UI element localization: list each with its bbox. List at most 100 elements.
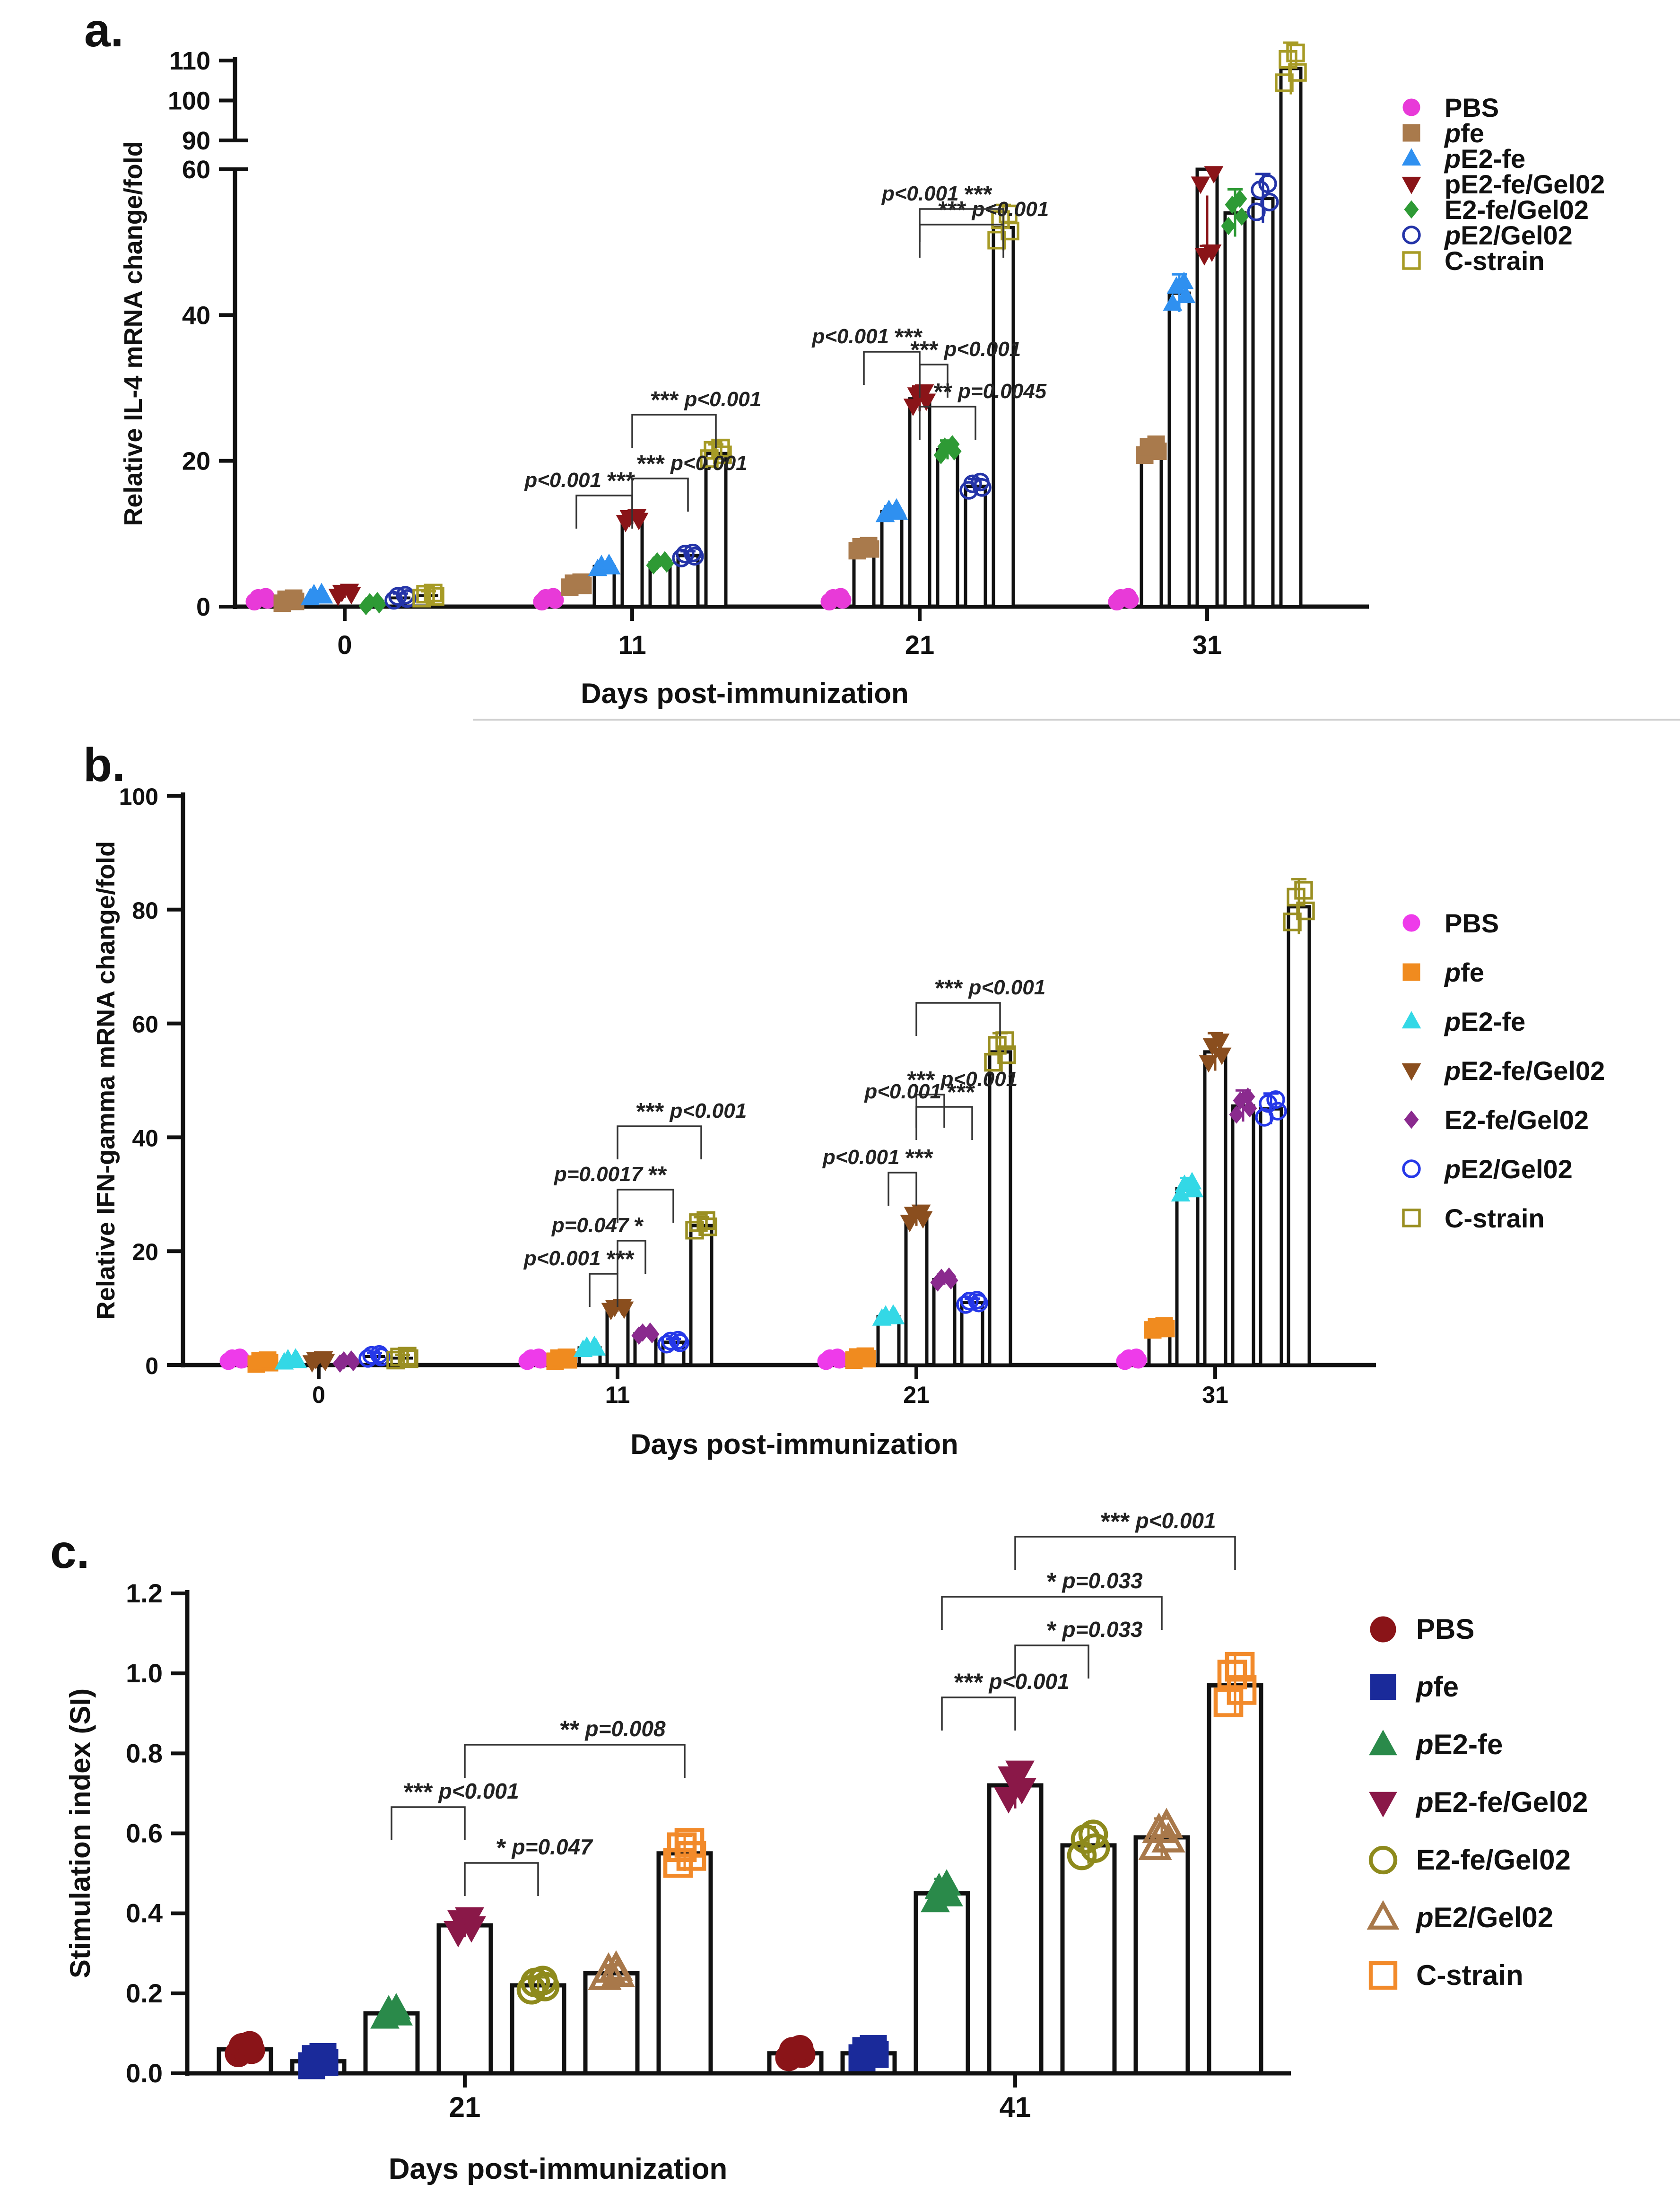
legend-label-text: fe (1461, 118, 1484, 148)
bar-c-strain-day-31 (1279, 67, 1303, 609)
point-pe2-fe-gel02-day-41-rep4 (1005, 1760, 1035, 1787)
point-e2-fe-gel02-day-31-rep2 (1242, 1099, 1257, 1118)
point-c-strain-day-31-rep1 (1283, 913, 1302, 931)
significance-stars-3: * (496, 1834, 506, 1862)
point-c-strain-day-31-rep4 (1294, 881, 1313, 900)
legend-label-text: E2-fe/Gel02 (1461, 1056, 1605, 1086)
y-tick-label: 60 (132, 1011, 158, 1038)
legend-label-pfe: pfe (1444, 957, 1484, 987)
bar-c-strain-day-11 (704, 452, 728, 609)
bar-e2-fe-gel02-day-41 (1060, 1843, 1117, 2076)
y-tick-label: 1.0 (126, 1658, 163, 1688)
point-c-strain-day-11-rep2 (698, 1217, 717, 1236)
point-pe2-fe-day-31-rep4 (1174, 271, 1194, 289)
point-pe2-gel02-day-11-rep3 (676, 545, 695, 564)
point-pbs-day-31-rep4 (1119, 588, 1137, 606)
legend-label-c-strain: C-strain (1416, 1959, 1523, 1991)
point-c-strain-day-11-rep4 (711, 438, 730, 458)
legend-marker-e2-fe-gel02 (1368, 1845, 1398, 1875)
point-pe2-fe-gel02-day-41-rep1 (994, 1787, 1023, 1814)
significance-bracket-1 (617, 1125, 702, 1159)
legend-marker-c-strain (1368, 1961, 1398, 1990)
significance-stars-1: *** (651, 386, 679, 413)
significance-bracket-7 (915, 1106, 973, 1140)
point-pe2-gel02-day-21-rep2 (969, 1294, 988, 1313)
legend-label-text: pE2-fe/Gel02 (1445, 169, 1605, 199)
y-tick-label: 0.0 (126, 2058, 163, 2088)
point-pe2-gel02-day-21-rep4 (971, 472, 990, 492)
point-pbs-day-21-rep4 (236, 2031, 263, 2058)
legend-label-prefix: p (1444, 1007, 1461, 1036)
legend-label-pe2-fe: pE2-fe (1444, 144, 1525, 174)
point-e2-fe-gel02-day-0-rep4 (370, 591, 385, 610)
y-tick-label: 80 (132, 897, 158, 924)
legend-label-text: PBS (1445, 908, 1499, 938)
point-pe2-fe-day-41-rep4 (932, 1869, 961, 1896)
point-pbs-day-0-rep4 (257, 588, 275, 606)
legend-label-prefix: p (1444, 118, 1461, 148)
point-pe2-fe-gel02-day-0-rep4 (313, 1351, 333, 1369)
significance-stars-6: * (1047, 1617, 1057, 1644)
significance-p-value-3: p=0.047 (511, 1835, 593, 1859)
legend-label-pbs: PBS (1416, 1613, 1474, 1645)
point-pe2-fe-gel02-day-31-rep1 (1191, 176, 1210, 194)
bar-e2-fe-gel02-day-31 (1231, 1104, 1255, 1367)
significance-bracket-4 (919, 224, 1004, 258)
significance-p-value-1: p<0.001 (670, 1099, 747, 1122)
point-c-strain-day-0-rep4 (398, 1347, 417, 1366)
point-pbs-day-0-rep4 (231, 1348, 249, 1366)
point-pbs-day-31-rep4 (1127, 1348, 1145, 1366)
point-pe2-gel02-day-0-rep3 (362, 1346, 381, 1365)
legend-label-prefix: p (1444, 957, 1461, 987)
legend-marker-pe2-gel02 (1402, 226, 1421, 244)
legend-marker-pe2-fe-gel02 (1401, 1063, 1421, 1081)
panel-divider (473, 719, 1680, 721)
point-pe2-fe-gel02-day-31-rep4 (1202, 244, 1222, 262)
point-pe2-gel02-day-21-rep1 (956, 1295, 975, 1314)
point-e2-fe-gel02-day-0-rep4 (344, 1350, 359, 1369)
point-c-strain-day-11-rep4 (696, 1211, 715, 1230)
y-tick-label: 0 (145, 1353, 158, 1379)
legend-marker-pe2-gel02 (1367, 1900, 1400, 1930)
significance-bracket-4 (1014, 1536, 1236, 1570)
y-tick-label: 0.6 (126, 1818, 163, 1848)
point-c-strain-day-21-rep2 (997, 1045, 1016, 1064)
y-tick-label: 110 (169, 47, 210, 75)
point-pe2-gel02-day-11-rep1 (657, 1335, 676, 1354)
legend-label-text: E2-fe/Gel02 (1434, 1786, 1588, 1818)
y-axis-title: Relative IL-4 mRNA change/fold (119, 141, 148, 526)
bar-c-strain-day-41 (1207, 1683, 1263, 2076)
y-tick-label: 20 (182, 447, 210, 476)
legend-label-text: E2-fe/Gel02 (1416, 1844, 1571, 1876)
point-pe2-fe-day-21-rep4 (887, 498, 906, 516)
bar-pe2-fe-day-41 (914, 1891, 970, 2076)
significance-stars-8: *** (905, 1144, 933, 1171)
significance-stars-1: ** (560, 1716, 580, 1744)
bar-e2-fe-gel02-day-21 (932, 1278, 957, 1367)
point-pbs-day-11-rep4 (544, 588, 562, 606)
point-e2-fe-gel02-day-31-rep4 (1232, 190, 1247, 208)
point-e2-fe-gel02-day-31-rep4 (1240, 1087, 1255, 1106)
bar-pe2-gel02-day-41 (1133, 1835, 1190, 2076)
point-pe2-gel02-day-11-rep2 (670, 1333, 689, 1352)
y-tick-label: 1.2 (126, 1578, 163, 1608)
legend-label-e2-fe-gel02: E2-fe/Gel02 (1416, 1844, 1571, 1876)
significance-p-value-7: p<0.001 (864, 1080, 941, 1103)
legend-label-text: E2-fe/Gel02 (1445, 1105, 1589, 1135)
point-c-strain-day-0-rep2 (426, 587, 444, 606)
significance-p-value-1: p<0.001 (684, 388, 762, 411)
bar-pfe-day-31 (1140, 448, 1163, 609)
significance-bracket-5 (941, 1596, 1163, 1630)
significance-bracket-8 (888, 1172, 917, 1206)
significance-stars-2: *** (607, 467, 635, 494)
legend-label-pe2-gel02: pE2/Gel02 (1444, 1154, 1573, 1184)
y-axis-title: Stimulation index (SI) (64, 1688, 96, 1978)
significance-p-value-4: p<0.001 (523, 1247, 601, 1270)
significance-stars-2: ** (648, 1161, 667, 1188)
legend-label-text: C-strain (1445, 246, 1545, 276)
point-pe2-fe-day-11-rep4 (584, 1335, 604, 1353)
significance-stars-7: *** (910, 336, 938, 363)
legend-marker-c-strain (1402, 1209, 1421, 1227)
point-pe2-fe-day-21-rep4 (883, 1304, 903, 1322)
bar-pe2-fe-gel02-day-41 (987, 1783, 1044, 2076)
